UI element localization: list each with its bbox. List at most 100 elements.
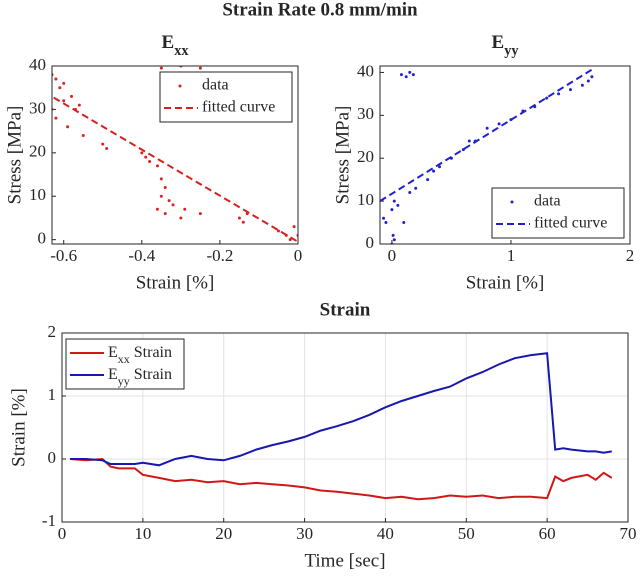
axes-frame [51, 65, 299, 245]
data-point [404, 75, 408, 79]
data-point [392, 199, 396, 203]
data-point [54, 116, 58, 120]
data-point [241, 220, 245, 224]
data-point [288, 238, 292, 242]
data-point [382, 216, 386, 220]
data-point [183, 207, 187, 211]
x-tick-label: 50 [458, 524, 475, 543]
data-point [105, 146, 109, 150]
x-axis-label: Strain [%] [466, 272, 545, 293]
x-axis-label: Time [sec] [304, 550, 385, 571]
data-point [159, 66, 163, 70]
data-point [171, 203, 175, 207]
y-tick-label: 10 [357, 190, 374, 209]
data-point [408, 70, 412, 74]
data-point [408, 191, 412, 195]
data-point [432, 169, 436, 173]
axes-title: Strain [320, 299, 371, 320]
x-tick-label: 1 [507, 246, 516, 265]
data-point [384, 221, 388, 225]
x-tick-label: 0 [58, 524, 67, 543]
x-tick-label: 30 [296, 524, 313, 543]
y-tick-label: 1 [48, 385, 57, 404]
y-tick-label: 10 [29, 185, 46, 204]
data-point [402, 221, 406, 225]
legend-label: fitted curve [202, 99, 275, 116]
legend-label: Eyy Strain [108, 366, 172, 388]
x-tick-label: 0 [388, 246, 397, 265]
plot-marks [380, 67, 595, 244]
data-point [568, 88, 572, 92]
data-point [467, 139, 471, 143]
y-tick-label: 0 [48, 448, 57, 467]
data-point [198, 66, 202, 70]
data-point [163, 212, 167, 216]
axes-title: Eyy [492, 32, 519, 59]
axes-frame [379, 65, 631, 245]
y-tick-label: -1 [42, 511, 56, 530]
data-point [391, 233, 395, 237]
legend-box [65, 338, 185, 390]
data-point [81, 133, 85, 137]
y-tick-label: 2 [48, 322, 57, 341]
y-tick-label: 0 [38, 229, 47, 248]
data-point [580, 83, 584, 87]
data-point [62, 99, 66, 103]
data-point [47, 130, 50, 133]
data-point [198, 212, 202, 216]
data-point [590, 75, 594, 79]
data-point [144, 155, 148, 159]
x-tick-label: 20 [215, 524, 232, 543]
data-point [392, 238, 396, 242]
y-axis-label: Stress [MPa] [332, 106, 353, 205]
x-tick-label: -0.4 [128, 246, 155, 265]
data-point [414, 186, 418, 190]
legend-box [159, 71, 293, 123]
axes-frame [61, 332, 629, 523]
data-point [155, 207, 159, 211]
x-tick-label: 2 [626, 246, 635, 265]
axes-title: Exx [162, 32, 190, 59]
legend-label: data [534, 193, 561, 210]
x-tick-label: -0.2 [206, 246, 233, 265]
data-point [179, 216, 183, 220]
x-tick-label: -0.6 [50, 246, 77, 265]
y-tick-label: 20 [357, 147, 374, 166]
data-point [66, 125, 70, 129]
data-point [396, 203, 400, 207]
data-point [390, 208, 394, 212]
y-tick-label: 0 [366, 233, 375, 252]
x-tick-label: 10 [134, 524, 151, 543]
data-point [438, 165, 442, 169]
x-tick-label: 60 [539, 524, 556, 543]
data-point [497, 122, 501, 126]
fitted-line [380, 67, 595, 202]
data-point [276, 229, 280, 233]
x-tick-label: 0 [294, 246, 303, 265]
y-axis-label: Stress [MPa] [4, 106, 25, 205]
data-point [101, 142, 105, 146]
data-point [237, 216, 241, 220]
data-point [485, 126, 489, 130]
y-tick-label: 20 [29, 142, 46, 161]
y-axis-label: Strain [%] [8, 388, 29, 467]
data-point [586, 79, 590, 83]
data-point [54, 77, 58, 81]
data-point [70, 94, 74, 98]
data-point [140, 151, 144, 155]
legend-box [491, 187, 625, 239]
data-point [159, 177, 163, 181]
plot-marks [70, 352, 613, 501]
legend-label: fitted curve [534, 215, 607, 232]
legend-label: Exx Strain [108, 344, 172, 366]
data-point [58, 86, 62, 90]
x-tick-label: 70 [620, 524, 637, 543]
y-tick-label: 40 [357, 61, 374, 80]
data-point [461, 148, 465, 152]
data-point [411, 73, 415, 77]
data-point [148, 160, 152, 164]
data-point [62, 81, 66, 85]
data-point [77, 103, 81, 107]
data-point [163, 186, 167, 190]
y-tick-label: 30 [29, 98, 46, 117]
